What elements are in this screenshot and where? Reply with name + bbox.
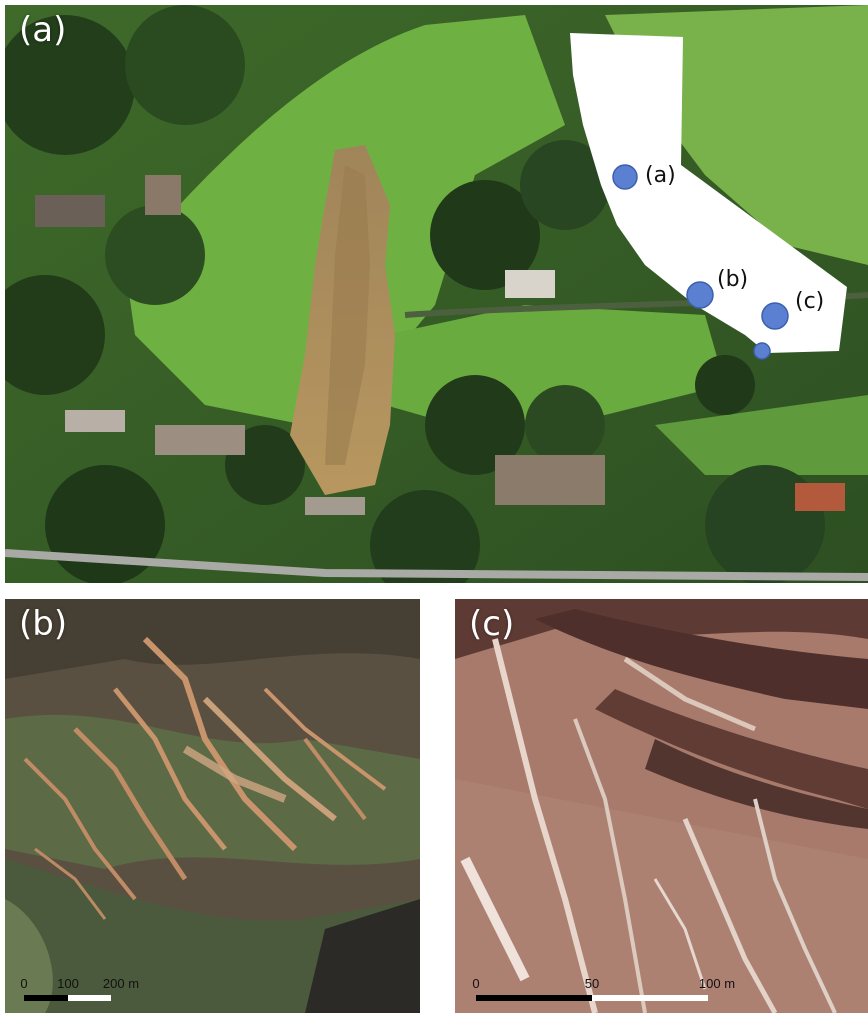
- scalebar-c-white: [592, 995, 708, 1001]
- panel-b-scalebar: 0 100 200 m: [5, 599, 420, 1013]
- panel-c-photo: [455, 599, 868, 1013]
- scalebar-b-tick-2: 200 m: [102, 976, 140, 991]
- scalebar-c-tick-1: 50: [584, 976, 600, 991]
- panel-a: (a) (a) (b) (c): [5, 5, 868, 583]
- inset-label-c: (c): [795, 289, 825, 314]
- scalebar-c-tick-0: 0: [472, 976, 480, 991]
- california-map-icon: [570, 33, 847, 360]
- scalebar-c-black: [476, 995, 592, 1001]
- panel-c-scalebar: 0 50 100 m: [455, 599, 868, 1013]
- scalebar-b-white: [68, 995, 111, 1001]
- panel-c: (c) 0 50 100 m: [455, 599, 868, 1013]
- inset-label-a: (a): [645, 163, 676, 188]
- panel-a-label: (a): [19, 10, 67, 50]
- marker-c: [761, 302, 789, 330]
- panel-c-label: (c): [469, 604, 515, 644]
- marker-b: [686, 281, 714, 309]
- scalebar-c-tick-2: 100 m: [698, 976, 736, 991]
- marker-a: [612, 164, 638, 190]
- marker-extra: [753, 342, 771, 360]
- scalebar-b-black: [24, 995, 68, 1001]
- scalebar-b-tick-1: 100: [57, 976, 79, 991]
- panel-b-photo: [5, 599, 420, 1013]
- inset-label-b: (b): [717, 267, 749, 292]
- scalebar-b-tick-0: 0: [20, 976, 28, 991]
- panel-b-label: (b): [19, 604, 68, 644]
- panel-b: (b) 0 100 200 m: [5, 599, 420, 1013]
